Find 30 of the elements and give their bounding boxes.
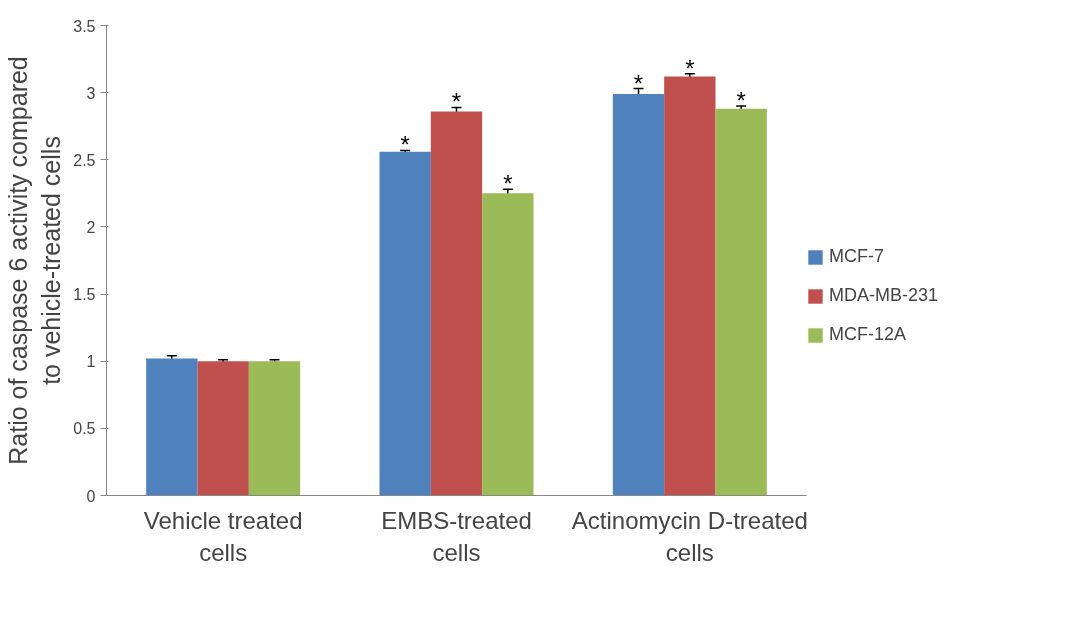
bar: [379, 151, 431, 496]
data-label: *: [503, 170, 513, 198]
bar: [197, 361, 249, 496]
bar: [248, 361, 301, 496]
bar: [430, 111, 483, 496]
bar: [664, 76, 716, 496]
x-tick-label: EMBS-treated cells: [381, 506, 532, 566]
y-tick-label: 2: [86, 218, 96, 236]
data-label: *: [400, 131, 410, 159]
x-tick-label: Actinomycin D-treated cells: [571, 506, 808, 566]
legend-label: MDA-MB-231: [829, 285, 939, 306]
data-label: *: [633, 69, 644, 97]
bar: [146, 358, 198, 496]
legend-label: MCF-12A: [829, 324, 907, 345]
data-label: *: [685, 54, 695, 82]
y-tick-label: 0.5: [73, 420, 96, 438]
y-tick-label: 0: [86, 487, 96, 505]
y-tick-label: 3: [86, 84, 96, 102]
y-tick-label: 1: [86, 353, 96, 371]
bar: [612, 93, 665, 496]
data-label: *: [736, 87, 746, 115]
y-tick-label: 2.5: [73, 151, 96, 169]
data-label: *: [451, 88, 462, 116]
y-axis-title: Ratio of caspase 6 activity compared to vehicle-treated cells: [3, 56, 66, 465]
y-tick-label: 3.5: [73, 17, 96, 35]
bar: [715, 108, 767, 496]
x-tick-label: Vehicle treated cells: [143, 506, 303, 566]
legend-label: MCF-7: [829, 246, 884, 267]
y-tick-label: 1.5: [73, 286, 96, 304]
bar: [482, 193, 534, 496]
